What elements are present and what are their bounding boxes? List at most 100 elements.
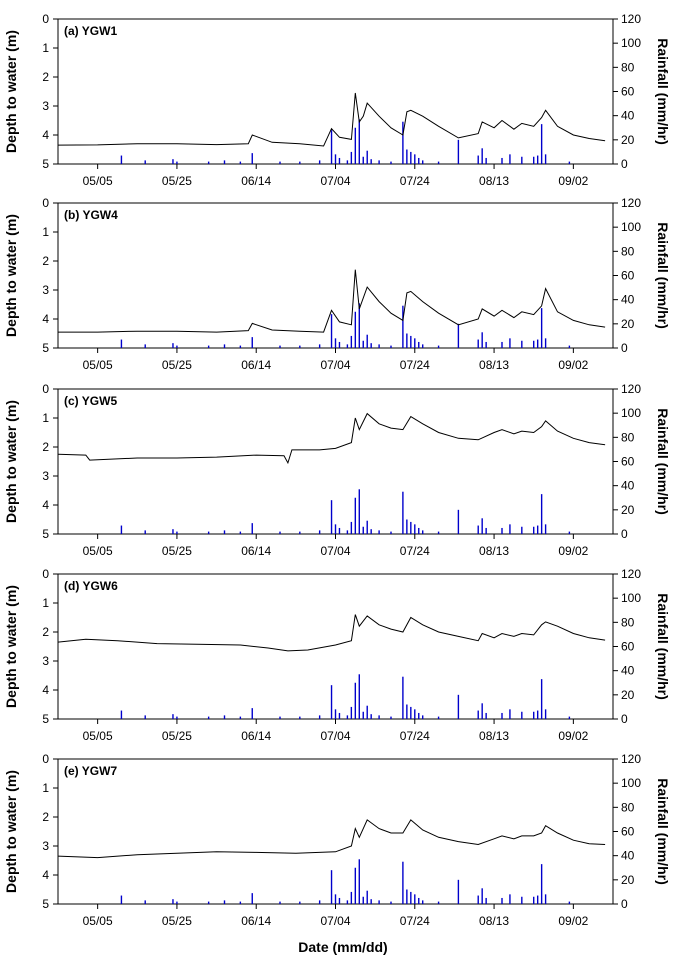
y-right-tick-label: 60 [621,640,635,654]
y-left-tick-label: 4 [42,868,49,882]
y-right-tick-label: 120 [621,12,641,26]
depth-line [57,92,606,147]
panel-2: 0 1 2 3 4 5 0 20 40 60 80 100 120 05/05 05/25 06/14 07/0… [3,196,671,372]
y-left-axis-title: Depth to water (m) [3,30,19,153]
y-left-axis-title: Depth to water (m) [3,585,19,708]
y-left-tick-label: 2 [42,810,49,824]
y-left-tick-label: 2 [42,625,49,639]
x-tick-label: 07/24 [400,729,430,743]
x-tick-label: 06/14 [241,174,271,188]
x-tick-label: 06/14 [241,729,271,743]
y-right-tick-label: 120 [621,382,641,396]
panel-title: (b) YGW4 [64,208,118,222]
y-left-tick-label: 3 [42,99,49,113]
y-right-tick-label: 120 [621,196,641,210]
y-right-tick-label: 20 [621,688,635,702]
plot-frame [57,388,614,535]
y-left-tick-label: 0 [42,382,49,396]
y-right-tick-label: 20 [621,503,635,517]
y-left-tick-label: 1 [42,41,49,55]
y-right-tick-label: 60 [621,825,635,839]
x-tick-label: 05/25 [162,174,192,188]
x-tick-label: 07/04 [320,174,350,188]
y-left-tick-label: 4 [42,312,49,326]
plot-frame [57,573,614,720]
y-left-tick-label: 5 [42,897,49,911]
x-tick-label: 09/02 [558,729,588,743]
y-right-tick-label: 80 [621,244,635,258]
x-tick-label: 05/05 [83,358,113,372]
x-tick-label: 05/25 [162,729,192,743]
x-tick-label: 05/05 [83,174,113,188]
y-left-tick-label: 3 [42,654,49,668]
panel-title: (e) YGW7 [64,764,117,778]
y-right-tick-label: 0 [621,157,628,171]
x-tick-label: 07/04 [320,729,350,743]
y-left-axis-title: Depth to water (m) [3,400,19,523]
x-tick-label: 08/13 [479,174,509,188]
depth-line [57,819,606,859]
panel-title: (d) YGW6 [64,579,118,593]
y-left-tick-label: 5 [42,712,49,726]
y-right-tick-label: 60 [621,455,635,469]
y-right-tick-label: 40 [621,109,635,123]
x-tick-label: 05/05 [83,914,113,928]
y-left-tick-label: 4 [42,683,49,697]
y-right-tick-label: 100 [621,591,641,605]
y-left-tick-label: 3 [42,469,49,483]
y-right-tick-label: 60 [621,269,635,283]
y-left-tick-label: 1 [42,225,49,239]
plot-frame [57,18,614,165]
y-left-tick-label: 0 [42,196,49,210]
y-right-tick-label: 0 [621,897,628,911]
y-left-axis-title: Depth to water (m) [3,770,19,893]
x-tick-label: 07/04 [320,914,350,928]
y-left-tick-label: 4 [42,128,49,142]
x-tick-label: 09/02 [558,914,588,928]
panel-3: 0 1 2 3 4 5 0 20 40 60 80 100 120 05/05 05/25 06/14 07/0… [3,382,671,558]
y-right-tick-label: 60 [621,85,635,99]
x-tick-label: 07/24 [400,174,430,188]
panel-title: (a) YGW1 [64,24,117,38]
y-left-tick-label: 0 [42,12,49,26]
x-tick-label: 07/24 [400,914,430,928]
x-tick-label: 09/02 [558,544,588,558]
panel-1: 0 1 2 3 4 5 0 20 40 60 80 100 120 05/05 05/25 06/14 07/0… [3,12,671,188]
y-left-tick-label: 3 [42,839,49,853]
x-tick-label: 07/04 [320,544,350,558]
x-tick-label: 06/14 [241,544,271,558]
x-tick-label: 07/24 [400,358,430,372]
x-tick-label: 05/25 [162,358,192,372]
y-right-tick-label: 20 [621,873,635,887]
x-tick-label: 05/25 [162,914,192,928]
x-tick-label: 06/14 [241,358,271,372]
depth-line [58,269,606,333]
x-tick-label: 05/25 [162,544,192,558]
y-right-tick-label: 120 [621,567,641,581]
x-tick-label: 09/02 [558,358,588,372]
panel-title: (c) YGW5 [64,394,117,408]
y-right-tick-label: 40 [621,849,635,863]
y-right-tick-label: 40 [621,479,635,493]
y-left-tick-label: 0 [42,752,49,766]
y-right-axis-title: Rainfall (mm/hr) [655,593,671,700]
panel-4: 0 1 2 3 4 5 0 20 40 60 80 100 120 05/05 05/25 06/14 07/0… [3,567,671,743]
y-right-tick-label: 100 [621,776,641,790]
y-right-tick-label: 40 [621,664,635,678]
y-left-tick-label: 5 [42,341,49,355]
y-right-tick-label: 20 [621,133,635,147]
depth-line [57,412,606,465]
y-right-axis-title: Rainfall (mm/hr) [655,222,671,329]
depth-line [57,614,606,652]
x-tick-label: 06/14 [241,914,271,928]
y-right-tick-label: 80 [621,800,635,814]
y-left-tick-label: 5 [42,527,49,541]
x-axis-title: Date (mm/dd) [298,939,387,955]
y-left-tick-label: 0 [42,567,49,581]
y-right-tick-label: 80 [621,60,635,74]
x-tick-label: 09/02 [558,174,588,188]
y-left-tick-label: 3 [42,283,49,297]
y-left-tick-label: 5 [42,157,49,171]
y-left-tick-label: 2 [42,254,49,268]
